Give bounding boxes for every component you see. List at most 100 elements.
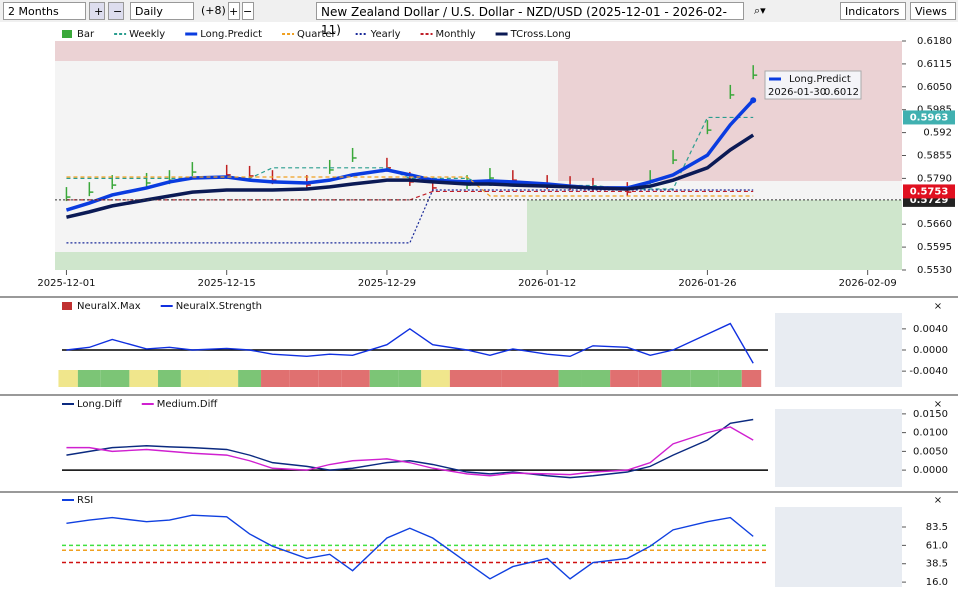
y-tick-label: 0.5790: [917, 173, 952, 184]
resistance-zone: [558, 41, 902, 181]
x-tick-label: 2025-12-15: [198, 278, 256, 289]
strength-cell: [690, 370, 719, 387]
y-tick-label: 0.5985: [917, 105, 952, 116]
price-bar: [328, 159, 334, 174]
strength-cell: [741, 370, 762, 387]
strength-cell: [638, 370, 662, 387]
legend-label: Yearly: [370, 29, 401, 40]
strength-cell: [289, 370, 319, 387]
strength-cell: [261, 370, 290, 387]
strength-cell: [100, 370, 130, 387]
strength-cell: [718, 370, 742, 387]
x-tick-label: 2026-01-26: [678, 278, 736, 289]
tooltip-value: 0.6012: [824, 87, 859, 98]
strength-cell: [398, 370, 422, 387]
price-label-bg: [903, 110, 955, 125]
future-bg: [775, 313, 902, 387]
y-tick-label: 83.5: [926, 522, 948, 533]
y-tick-label: 0.6115: [917, 59, 952, 70]
price-label: 0.5963: [910, 112, 949, 123]
y-tick-label: 0.0050: [913, 446, 948, 457]
search[interactable]: ⌕▾: [754, 4, 766, 17]
strength-cell: [449, 370, 479, 387]
y-tick-label: 0.0000: [913, 465, 948, 476]
symbol-title[interactable]: New Zealand Dollar / U.S. Dollar - NZD/U…: [316, 2, 744, 37]
interval-select[interactable]: Daily: [130, 2, 194, 20]
legend-label: RSI: [77, 495, 93, 506]
resistance-band: [55, 41, 558, 61]
panel-close: ×: [934, 495, 942, 506]
legend-swatch: [62, 30, 72, 38]
y-tick-label: 0.0100: [913, 428, 948, 439]
strength-cell: [129, 370, 159, 387]
y-tick-label: -0.0040: [909, 366, 948, 377]
y-tick-label: 0.5595: [917, 242, 952, 253]
y-tick-label: 0.0000: [913, 345, 948, 356]
support-zone: [527, 200, 902, 270]
strength-cell: [341, 370, 370, 387]
price-bar: [191, 162, 197, 177]
y-tick-label: 0.592: [923, 128, 952, 139]
strength-cell: [530, 370, 559, 387]
y-tick-label: 0.6050: [917, 82, 952, 93]
indicators-button[interactable]: Indicators: [840, 2, 906, 20]
price-bar: [88, 182, 94, 197]
strength-cell: [238, 370, 262, 387]
panel-close: ×: [934, 301, 942, 312]
strength-cell: [501, 370, 531, 387]
future-bg: [775, 409, 902, 487]
y-tick-label: 0.0040: [913, 324, 948, 335]
future-bg: [775, 507, 902, 587]
tooltip-point: [750, 97, 757, 104]
legend-label: Long.Predict: [200, 29, 262, 40]
strength-cell: [158, 370, 181, 387]
range-select[interactable]: 2 Months: [3, 2, 86, 20]
offset-plus[interactable]: +: [228, 2, 240, 20]
price-bar: [706, 120, 712, 135]
strength-cell: [58, 370, 78, 387]
legend-label: Quarter: [297, 29, 337, 40]
support-band: [55, 252, 527, 270]
zoom-in[interactable]: +: [89, 2, 105, 20]
y-tick-label: 0.6180: [917, 36, 952, 47]
price-bar: [672, 150, 678, 165]
price-bar: [752, 65, 758, 80]
views-button[interactable]: Views: [910, 2, 956, 20]
price-bar: [351, 147, 357, 162]
strength-cell: [209, 370, 239, 387]
legend-label: Medium.Diff: [157, 399, 219, 410]
strength-cell: [610, 370, 639, 387]
y-tick-label: 0.0150: [913, 409, 948, 420]
y-tick-label: 0.5660: [917, 219, 952, 230]
legend-label: Long.Diff: [77, 399, 123, 410]
price-bar: [729, 84, 735, 99]
series-line: [66, 514, 754, 580]
price-label-bg: [903, 184, 955, 199]
offset-minus[interactable]: −: [242, 2, 254, 20]
zoom-out[interactable]: −: [108, 2, 124, 20]
y-tick-label: 16.0: [926, 577, 948, 588]
x-tick-label: 2026-02-09: [839, 278, 897, 289]
strength-cell: [558, 370, 582, 387]
tooltip-bg: [764, 70, 862, 100]
legend-label: Monthly: [436, 29, 476, 40]
y-tick-label: 61.0: [926, 540, 948, 551]
y-tick-label: 0.5855: [917, 151, 952, 162]
panel-close: ×: [934, 399, 942, 410]
strength-cell: [369, 370, 399, 387]
x-tick-label: 2025-12-01: [37, 278, 95, 289]
price-bar: [248, 165, 254, 180]
y-tick-label: 0.5530: [917, 265, 952, 276]
legend-label: TCross.Long: [510, 29, 571, 40]
legend-label: Bar: [77, 29, 95, 40]
strength-cell: [318, 370, 342, 387]
tooltip-date: 2026-01-30: [768, 87, 826, 98]
price-bar: [145, 172, 151, 187]
strength-cell: [661, 370, 691, 387]
series-line: [66, 176, 754, 197]
series-line: [66, 426, 754, 477]
strength-cell: [478, 370, 502, 387]
x-tick-label: 2025-12-29: [358, 278, 416, 289]
series-line: [66, 116, 754, 190]
